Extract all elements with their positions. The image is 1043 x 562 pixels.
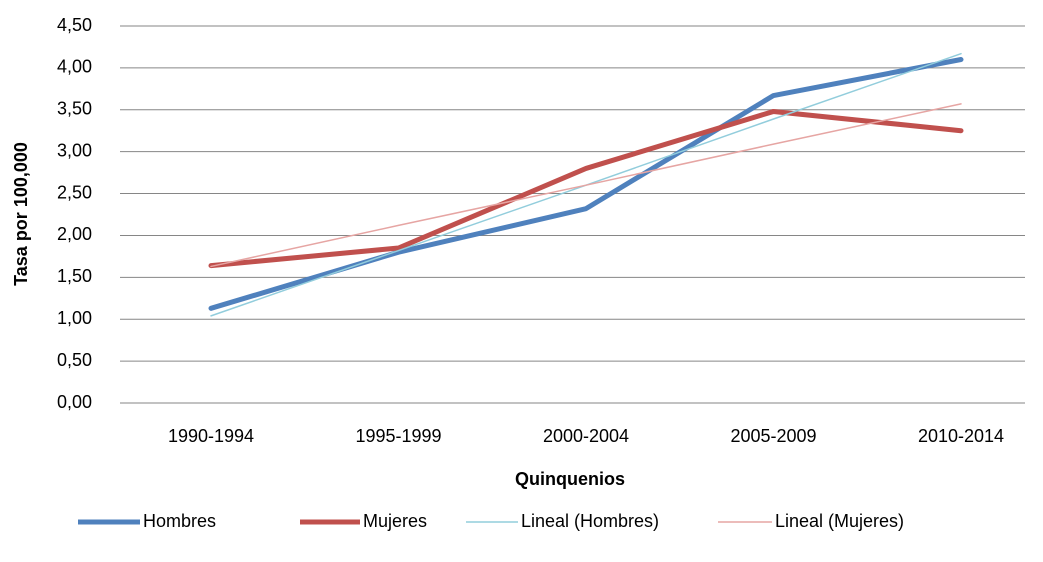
y-axis-label: Tasa por 100,000 [11, 142, 31, 286]
x-tick-label: 2000-2004 [543, 426, 629, 446]
x-axis-label: Quinquenios [515, 469, 625, 489]
y-tick-label: 0,50 [57, 350, 92, 370]
y-tick-label: 2,00 [57, 224, 92, 244]
y-tick-label: 3,50 [57, 99, 92, 119]
x-tick-label: 2005-2009 [730, 426, 816, 446]
y-tick-label: 4,00 [57, 57, 92, 77]
y-tick-label: 1,00 [57, 308, 92, 328]
y-tick-label: 0,00 [57, 392, 92, 412]
y-tick-label: 4,50 [57, 15, 92, 35]
legend-label: Lineal (Hombres) [521, 511, 659, 531]
legend-label: Mujeres [363, 511, 427, 531]
y-tick-label: 2,50 [57, 182, 92, 202]
legend-label: Lineal (Mujeres) [775, 511, 904, 531]
series-line [208, 57, 964, 311]
y-tick-label: 3,00 [57, 140, 92, 160]
x-tick-label: 1995-1999 [355, 426, 441, 446]
y-tick-label: 1,50 [57, 266, 92, 286]
x-tick-label: 2010-2014 [918, 426, 1004, 446]
x-tick-label: 1990-1994 [168, 426, 254, 446]
series-line [208, 108, 964, 269]
legend-label: Hombres [143, 511, 216, 531]
series-line [210, 103, 962, 268]
